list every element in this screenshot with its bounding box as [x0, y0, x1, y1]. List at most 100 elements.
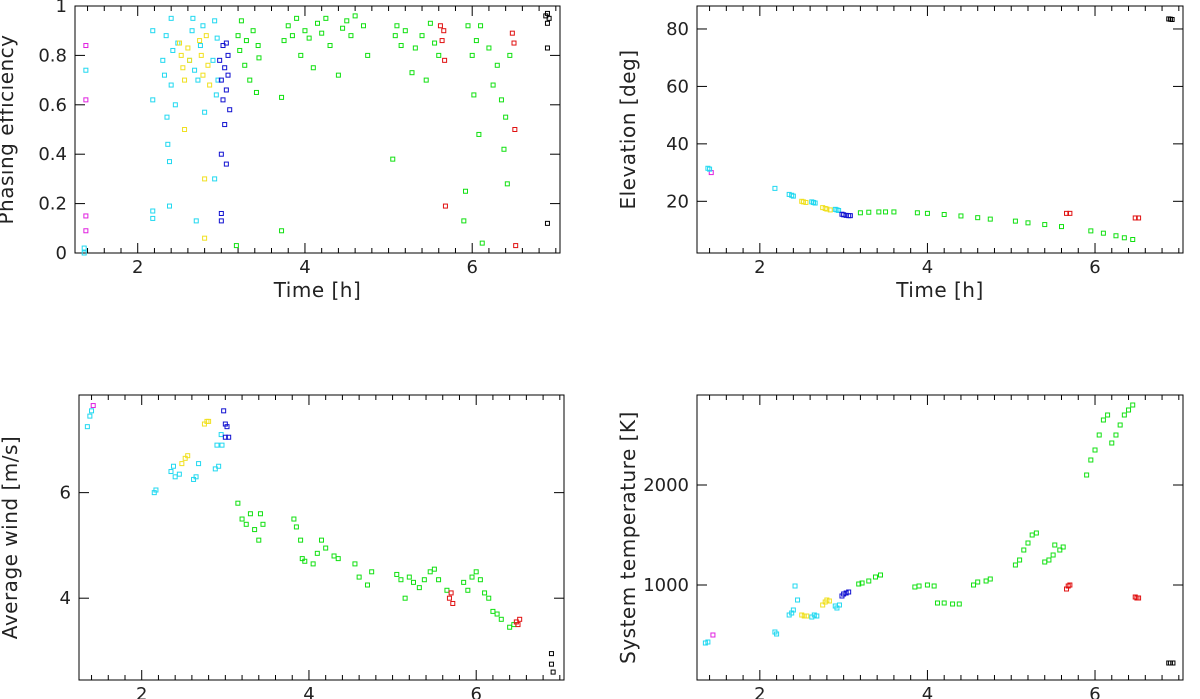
data-point — [834, 605, 840, 611]
data-point — [410, 579, 416, 585]
data-point — [220, 97, 226, 103]
data-point — [811, 612, 817, 618]
data-point — [198, 52, 204, 58]
data-point — [826, 598, 832, 604]
data-point — [191, 476, 197, 482]
data-point — [222, 434, 228, 440]
data-point — [941, 600, 947, 606]
x-tick-label: 4 — [299, 257, 310, 278]
data-point — [176, 471, 182, 477]
data-point — [319, 537, 324, 543]
data-point — [237, 47, 243, 53]
data-point — [314, 550, 320, 556]
data-point — [279, 94, 285, 100]
data-point — [958, 213, 964, 219]
series-segment-1 — [710, 632, 716, 638]
data-point — [478, 23, 484, 29]
series-segment-2 — [705, 165, 842, 213]
data-point — [235, 500, 241, 506]
x-tick-label: 6 — [1089, 684, 1100, 699]
data-point — [1100, 230, 1106, 236]
data-point — [402, 595, 408, 601]
data-point — [1109, 440, 1115, 446]
data-point — [168, 469, 174, 475]
data-point — [511, 622, 517, 628]
data-point — [866, 209, 872, 215]
data-point — [498, 616, 504, 622]
data-point — [517, 616, 523, 622]
data-point — [193, 474, 199, 480]
data-point — [1088, 457, 1094, 463]
data-point — [1092, 447, 1098, 453]
data-point — [841, 212, 847, 218]
data-point — [218, 77, 224, 83]
data-point — [934, 600, 940, 606]
y-axis-label: Phasing efficiency — [0, 34, 18, 224]
data-point — [83, 213, 89, 219]
data-point — [1052, 542, 1058, 548]
data-point — [298, 52, 304, 58]
data-point — [180, 65, 186, 71]
data-point — [323, 15, 329, 21]
data-point — [1012, 562, 1018, 568]
data-point — [444, 587, 450, 593]
data-point — [255, 43, 261, 49]
data-point — [406, 574, 412, 580]
data-point — [1033, 530, 1039, 536]
data-point — [450, 600, 456, 606]
data-point — [197, 43, 203, 49]
data-point — [164, 114, 170, 120]
data-point — [463, 188, 469, 194]
x-tick-label: 4 — [922, 257, 933, 278]
data-point — [856, 581, 862, 587]
axes-frame — [74, 5, 561, 254]
data-point — [971, 582, 977, 588]
data-point — [824, 206, 830, 212]
data-point — [165, 141, 171, 147]
data-point — [203, 33, 209, 39]
data-point — [891, 209, 897, 215]
data-point — [310, 65, 316, 71]
data-point — [327, 43, 333, 49]
data-point — [364, 582, 370, 588]
data-point — [432, 40, 438, 46]
data-point — [213, 92, 219, 98]
data-point — [189, 28, 195, 34]
x-tick-label: 2 — [136, 684, 147, 699]
data-point — [200, 23, 206, 29]
y-tick-label: 0.4 — [38, 144, 67, 165]
x-tick-label: 6 — [466, 257, 477, 278]
data-point — [436, 577, 442, 583]
series-segment-6 — [1064, 582, 1142, 601]
y-tick-label: 0.8 — [38, 45, 67, 66]
data-point — [950, 601, 956, 607]
data-point — [190, 15, 196, 21]
series-segment-6 — [437, 23, 519, 249]
data-point — [931, 583, 937, 589]
panel-phasing: 2 4 6 0 0.2 0.4 0.6 0.8 1 Time [h] Phasing efficie… — [0, 0, 561, 302]
data-point — [394, 23, 400, 29]
x-tick-label: 2 — [754, 257, 765, 278]
data-point — [182, 455, 188, 461]
data-point — [223, 40, 229, 46]
data-point — [294, 15, 300, 21]
data-point — [477, 577, 483, 583]
data-point — [1042, 559, 1048, 565]
data-point — [1067, 210, 1073, 216]
data-point — [442, 203, 448, 209]
y-axis-label: Elevation [deg] — [616, 49, 640, 209]
data-point — [81, 250, 87, 256]
series-segment-5 — [235, 500, 517, 630]
data-point — [402, 28, 408, 34]
data-point — [243, 38, 249, 44]
y-tick-label: 0 — [56, 243, 67, 264]
data-point — [260, 521, 266, 527]
x-tick-label: 4 — [303, 684, 314, 699]
data-point — [983, 578, 989, 584]
data-point — [257, 511, 263, 517]
data-point — [218, 432, 224, 438]
data-point — [515, 622, 521, 628]
data-point — [800, 199, 806, 205]
data-point — [222, 65, 228, 71]
data-point — [473, 569, 479, 575]
